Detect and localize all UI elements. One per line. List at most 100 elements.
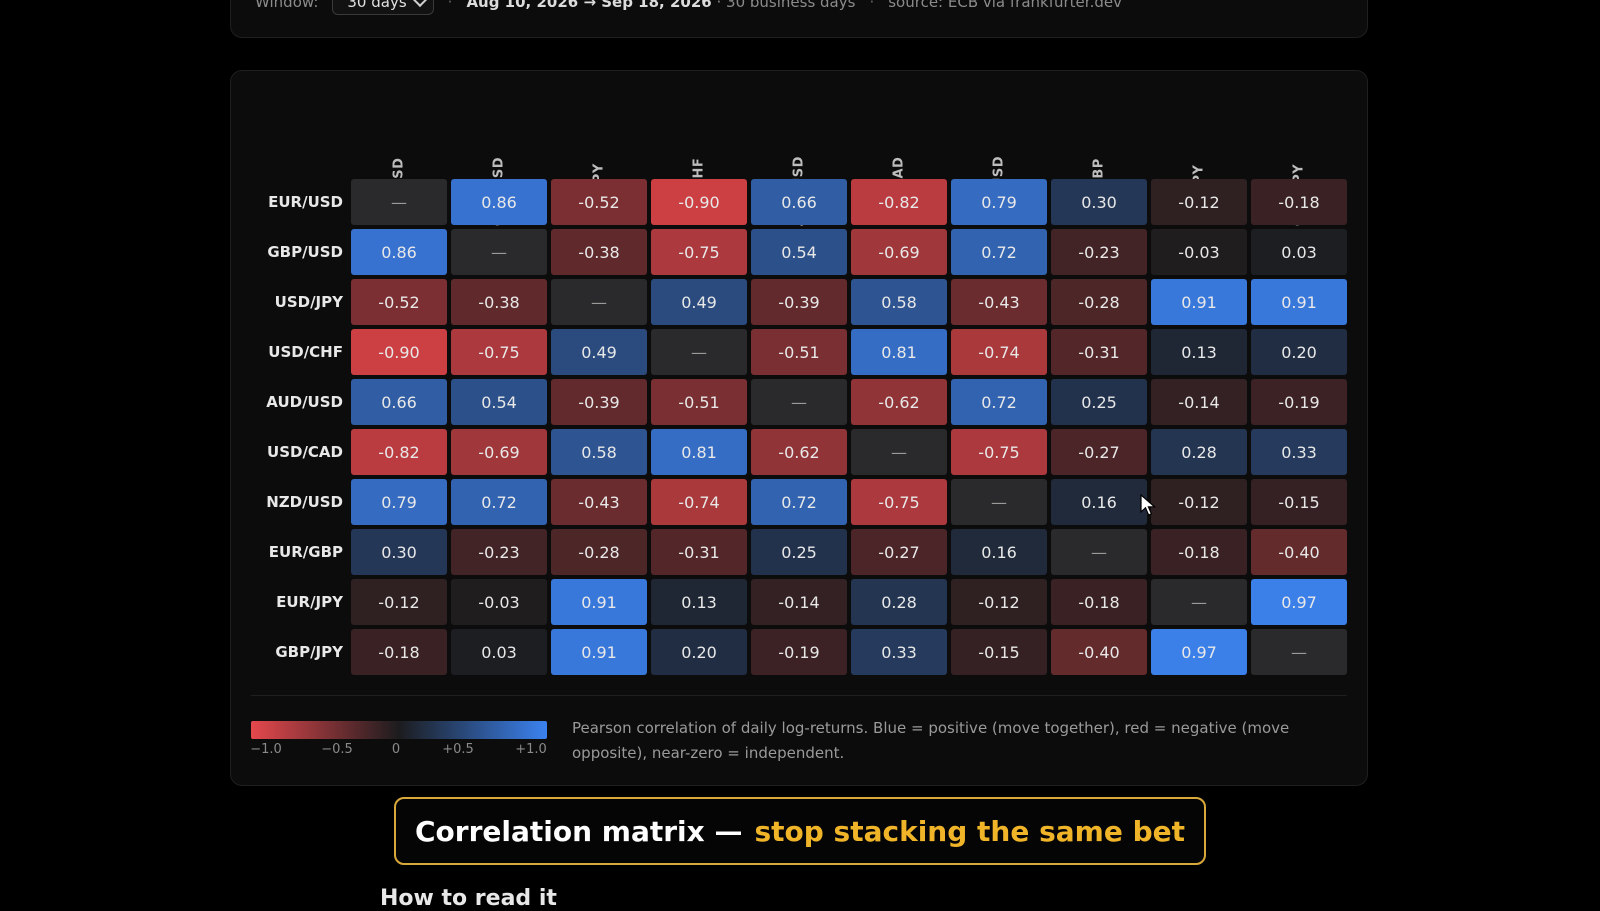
matrix-cell[interactable]: 0.58 bbox=[551, 429, 647, 475]
matrix-cell[interactable]: 0.16 bbox=[1051, 479, 1147, 525]
matrix-cell[interactable]: 0.33 bbox=[851, 629, 947, 675]
matrix-cell[interactable]: -0.90 bbox=[351, 329, 447, 375]
matrix-cell[interactable]: 0.03 bbox=[1251, 229, 1347, 275]
matrix-cell[interactable]: -0.74 bbox=[651, 479, 747, 525]
matrix-cell[interactable]: -0.28 bbox=[551, 529, 647, 575]
matrix-cell[interactable]: 0.28 bbox=[1151, 429, 1247, 475]
matrix-cell[interactable]: 0.54 bbox=[751, 229, 847, 275]
matrix-cell[interactable]: 0.49 bbox=[551, 329, 647, 375]
matrix-cell[interactable]: 0.16 bbox=[951, 529, 1047, 575]
matrix-cell[interactable]: -0.75 bbox=[451, 329, 547, 375]
matrix-cell[interactable]: 0.86 bbox=[451, 179, 547, 225]
matrix-cell[interactable]: -0.52 bbox=[351, 279, 447, 325]
matrix-cell[interactable]: -0.43 bbox=[551, 479, 647, 525]
matrix-cell-diagonal[interactable]: — bbox=[1251, 629, 1347, 675]
matrix-cell[interactable]: 0.66 bbox=[351, 379, 447, 425]
matrix-cell[interactable]: 0.72 bbox=[951, 379, 1047, 425]
matrix-cell-diagonal[interactable]: — bbox=[451, 229, 547, 275]
matrix-cell[interactable]: -0.18 bbox=[1151, 529, 1247, 575]
matrix-cell[interactable]: 0.33 bbox=[1251, 429, 1347, 475]
matrix-cell[interactable]: -0.82 bbox=[851, 179, 947, 225]
matrix-cell[interactable]: 0.91 bbox=[1151, 279, 1247, 325]
matrix-cell-diagonal[interactable]: — bbox=[851, 429, 947, 475]
matrix-cell[interactable]: 0.13 bbox=[651, 579, 747, 625]
matrix-cell[interactable]: 0.72 bbox=[751, 479, 847, 525]
matrix-cell[interactable]: 0.91 bbox=[1251, 279, 1347, 325]
matrix-cell[interactable]: -0.03 bbox=[451, 579, 547, 625]
matrix-cell[interactable]: 0.79 bbox=[951, 179, 1047, 225]
matrix-cell[interactable]: -0.19 bbox=[1251, 379, 1347, 425]
matrix-cell[interactable]: -0.40 bbox=[1251, 529, 1347, 575]
matrix-cell[interactable]: 0.54 bbox=[451, 379, 547, 425]
matrix-cell[interactable]: 0.97 bbox=[1251, 579, 1347, 625]
matrix-cell[interactable]: 0.13 bbox=[1151, 329, 1247, 375]
matrix-cell[interactable]: 0.91 bbox=[551, 629, 647, 675]
matrix-cell[interactable]: 0.66 bbox=[751, 179, 847, 225]
matrix-cell[interactable]: -0.51 bbox=[651, 379, 747, 425]
matrix-cell[interactable]: 0.97 bbox=[1151, 629, 1247, 675]
matrix-cell[interactable]: 0.25 bbox=[751, 529, 847, 575]
matrix-cell[interactable]: -0.38 bbox=[551, 229, 647, 275]
matrix-cell[interactable]: 0.91 bbox=[551, 579, 647, 625]
matrix-cell[interactable]: 0.20 bbox=[651, 629, 747, 675]
matrix-cell[interactable]: -0.12 bbox=[1151, 479, 1247, 525]
matrix-cell[interactable]: -0.52 bbox=[551, 179, 647, 225]
matrix-cell-diagonal[interactable]: — bbox=[1051, 529, 1147, 575]
matrix-cell[interactable]: 0.28 bbox=[851, 579, 947, 625]
matrix-cell[interactable]: -0.75 bbox=[851, 479, 947, 525]
matrix-cell[interactable]: -0.39 bbox=[551, 379, 647, 425]
matrix-cell[interactable]: 0.72 bbox=[951, 229, 1047, 275]
matrix-cell[interactable]: -0.90 bbox=[651, 179, 747, 225]
matrix-cell[interactable]: -0.12 bbox=[951, 579, 1047, 625]
matrix-cell[interactable]: 0.86 bbox=[351, 229, 447, 275]
matrix-cell[interactable]: -0.75 bbox=[651, 229, 747, 275]
matrix-cell-diagonal[interactable]: — bbox=[951, 479, 1047, 525]
matrix-cell[interactable]: -0.75 bbox=[951, 429, 1047, 475]
window-select[interactable]: 30 days bbox=[332, 0, 434, 15]
matrix-cell[interactable]: -0.31 bbox=[651, 529, 747, 575]
matrix-cell[interactable]: -0.74 bbox=[951, 329, 1047, 375]
matrix-cell-diagonal[interactable]: — bbox=[551, 279, 647, 325]
matrix-cell[interactable]: -0.51 bbox=[751, 329, 847, 375]
matrix-cell[interactable]: -0.18 bbox=[1251, 179, 1347, 225]
matrix-cell[interactable]: 0.72 bbox=[451, 479, 547, 525]
matrix-cell[interactable]: 0.81 bbox=[651, 429, 747, 475]
matrix-cell[interactable]: -0.82 bbox=[351, 429, 447, 475]
matrix-cell-diagonal[interactable]: — bbox=[351, 179, 447, 225]
matrix-cell[interactable]: -0.15 bbox=[951, 629, 1047, 675]
matrix-cell[interactable]: -0.69 bbox=[851, 229, 947, 275]
matrix-cell[interactable]: -0.27 bbox=[1051, 429, 1147, 475]
matrix-cell[interactable]: -0.69 bbox=[451, 429, 547, 475]
matrix-cell[interactable]: 0.79 bbox=[351, 479, 447, 525]
matrix-cell[interactable]: -0.14 bbox=[1151, 379, 1247, 425]
matrix-cell[interactable]: -0.43 bbox=[951, 279, 1047, 325]
matrix-cell[interactable]: 0.49 bbox=[651, 279, 747, 325]
matrix-cell[interactable]: -0.62 bbox=[851, 379, 947, 425]
matrix-cell[interactable]: -0.18 bbox=[351, 629, 447, 675]
matrix-cell[interactable]: -0.40 bbox=[1051, 629, 1147, 675]
matrix-cell[interactable]: -0.14 bbox=[751, 579, 847, 625]
matrix-cell[interactable]: -0.12 bbox=[351, 579, 447, 625]
matrix-cell[interactable]: 0.58 bbox=[851, 279, 947, 325]
matrix-cell-diagonal[interactable]: — bbox=[751, 379, 847, 425]
matrix-cell-diagonal[interactable]: — bbox=[1151, 579, 1247, 625]
matrix-cell[interactable]: -0.12 bbox=[1151, 179, 1247, 225]
matrix-cell[interactable]: -0.38 bbox=[451, 279, 547, 325]
matrix-cell[interactable]: -0.28 bbox=[1051, 279, 1147, 325]
matrix-cell[interactable]: 0.25 bbox=[1051, 379, 1147, 425]
matrix-cell[interactable]: 0.20 bbox=[1251, 329, 1347, 375]
matrix-cell-diagonal[interactable]: — bbox=[651, 329, 747, 375]
matrix-cell[interactable]: 0.30 bbox=[1051, 179, 1147, 225]
matrix-cell[interactable]: -0.39 bbox=[751, 279, 847, 325]
matrix-cell[interactable]: -0.03 bbox=[1151, 229, 1247, 275]
matrix-cell[interactable]: -0.18 bbox=[1051, 579, 1147, 625]
matrix-cell[interactable]: -0.23 bbox=[1051, 229, 1147, 275]
matrix-cell[interactable]: 0.30 bbox=[351, 529, 447, 575]
matrix-cell[interactable]: -0.27 bbox=[851, 529, 947, 575]
matrix-cell[interactable]: -0.15 bbox=[1251, 479, 1347, 525]
matrix-cell[interactable]: -0.62 bbox=[751, 429, 847, 475]
matrix-cell[interactable]: 0.81 bbox=[851, 329, 947, 375]
matrix-cell[interactable]: -0.19 bbox=[751, 629, 847, 675]
matrix-cell[interactable]: -0.23 bbox=[451, 529, 547, 575]
matrix-cell[interactable]: -0.31 bbox=[1051, 329, 1147, 375]
